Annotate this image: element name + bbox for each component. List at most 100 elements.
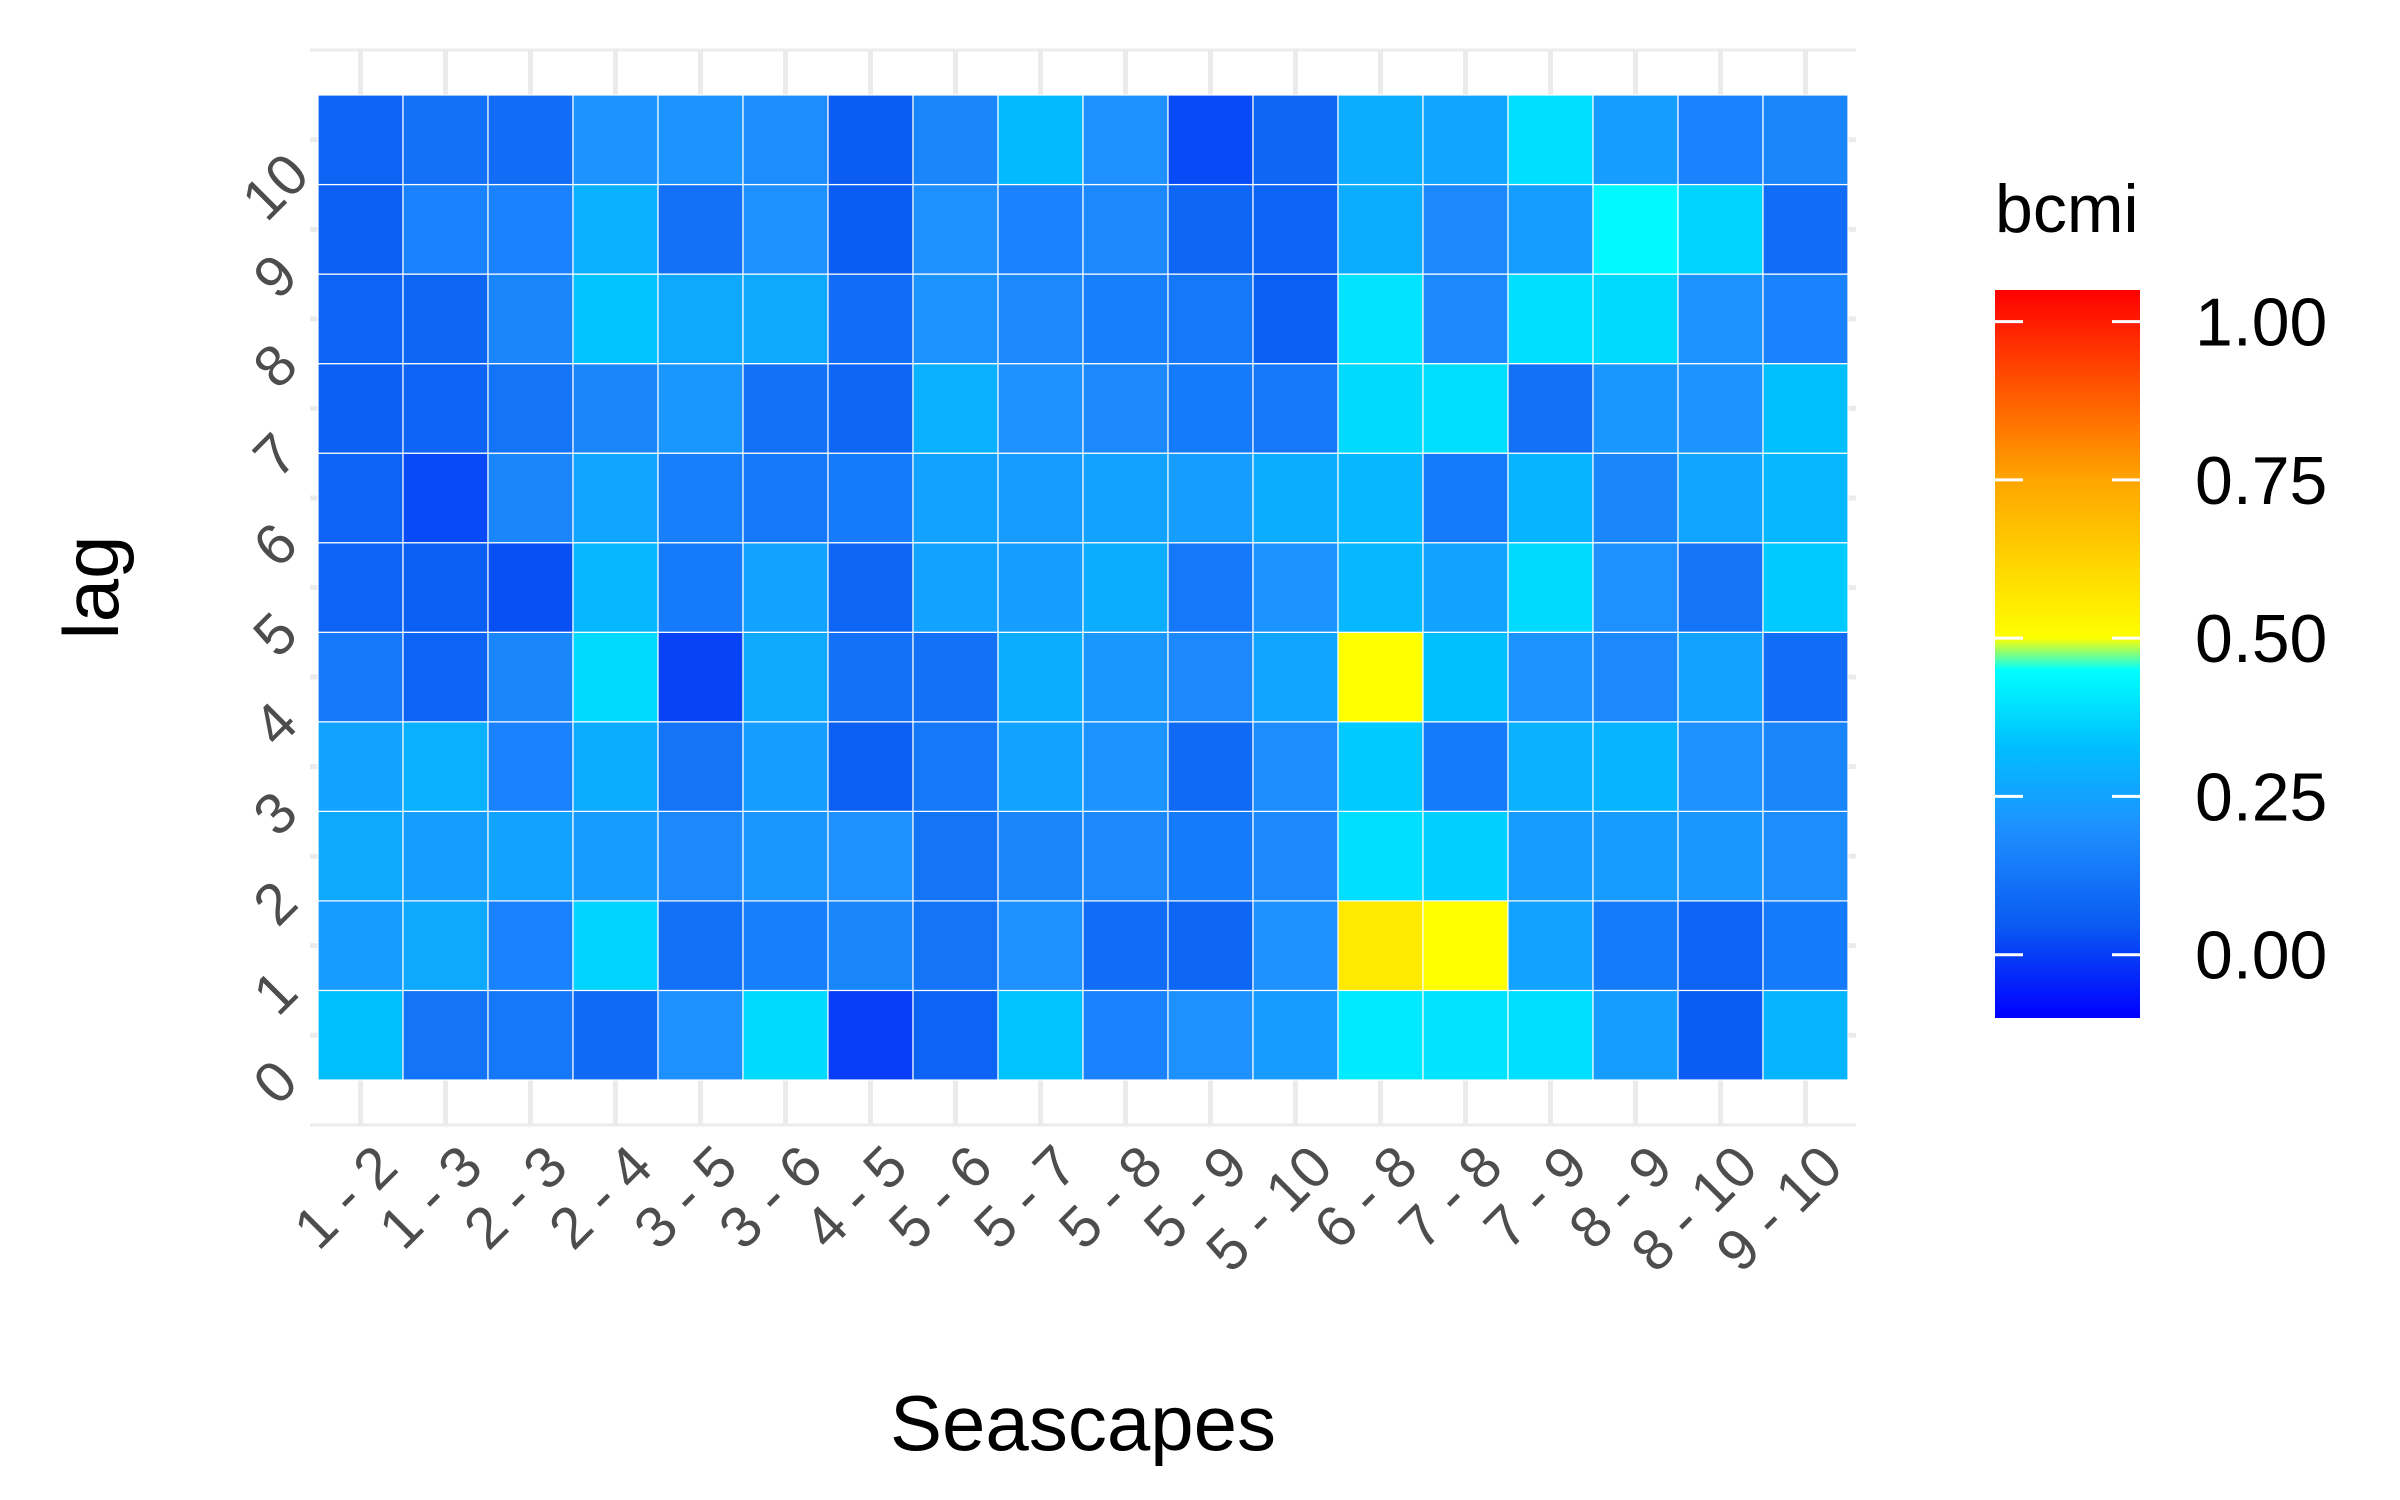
y-tick-label: 8 <box>241 332 310 401</box>
heatmap-cell <box>1167 542 1254 633</box>
heatmap-cell <box>912 721 999 812</box>
legend-tick-label: 0.75 <box>2195 443 2327 519</box>
heatmap-cell <box>1082 94 1169 186</box>
heatmap-cell <box>657 989 744 1081</box>
heatmap-cell <box>1762 989 1849 1081</box>
heatmap-cell <box>487 183 574 275</box>
heatmap-cell <box>1507 94 1594 186</box>
heatmap-cell <box>1507 900 1594 992</box>
heatmap-cell <box>402 273 489 365</box>
heatmap-cell <box>1167 363 1254 454</box>
y-tick-label: 9 <box>241 242 310 311</box>
y-axis-ticks: 0 1 2 3 4 5 6 7 8 9 10 <box>230 141 322 1117</box>
heatmap-cell <box>827 363 914 454</box>
heatmap-cell <box>1592 900 1679 992</box>
heatmap-cell <box>1082 721 1169 812</box>
legend-colorbar <box>1995 290 2140 1018</box>
heatmap-cell <box>1422 631 1509 723</box>
heatmap-cell <box>1592 989 1679 1081</box>
heatmap-cell <box>827 900 914 992</box>
legend-tick-label: 0.25 <box>2195 759 2327 835</box>
heatmap-cell <box>487 721 574 812</box>
heatmap-cell <box>742 989 829 1081</box>
heatmap-cell <box>657 900 744 992</box>
heatmap-cell <box>402 721 489 812</box>
heatmap-cell <box>1677 183 1764 275</box>
heatmap-cell <box>572 183 659 275</box>
heatmap-cell <box>1252 810 1339 902</box>
heatmap-cell <box>1507 721 1594 812</box>
heatmap-cell <box>1337 452 1424 544</box>
legend-tick-label: 0.50 <box>2195 601 2327 677</box>
y-tick-label: 5 <box>241 600 310 669</box>
heatmap-cell <box>742 631 829 723</box>
heatmap-cell <box>1422 273 1509 365</box>
heatmap-cell <box>1592 363 1679 454</box>
heatmap-cell <box>912 94 999 186</box>
heatmap-cell <box>1677 542 1764 633</box>
heatmap-cell <box>572 542 659 633</box>
heatmap-cell <box>1082 989 1169 1081</box>
heatmap-cell <box>997 363 1084 454</box>
heatmap-cell <box>997 989 1084 1081</box>
heatmap-cell <box>1507 183 1594 275</box>
heatmap-cell <box>1252 631 1339 723</box>
heatmap-cell <box>912 273 999 365</box>
heatmap-cell <box>912 542 999 633</box>
heatmap-cell <box>1422 810 1509 902</box>
heatmap-cell <box>1507 363 1594 454</box>
heatmap-cell <box>827 542 914 633</box>
y-tick-label: 2 <box>241 869 310 938</box>
heatmap-cell <box>1337 94 1424 186</box>
x-axis-ticks: 1 - 21 - 32 - 32 - 43 - 53 - 64 - 55 - 6… <box>282 1133 1855 1284</box>
heatmap-cell <box>1337 810 1424 902</box>
heatmap-cell <box>1762 810 1849 902</box>
heatmap-cell <box>487 989 574 1081</box>
heatmap-cell <box>1082 363 1169 454</box>
heatmap-cell <box>487 631 574 723</box>
heatmap-cell <box>1082 631 1169 723</box>
heatmap-cell <box>317 810 404 902</box>
heatmap-cell <box>317 721 404 812</box>
heatmap-cell <box>1507 989 1594 1081</box>
heatmap-cell <box>997 273 1084 365</box>
heatmap-cell <box>572 989 659 1081</box>
heatmap-cell <box>997 94 1084 186</box>
y-tick-label: 1 <box>241 958 310 1027</box>
heatmap-cell <box>1507 273 1594 365</box>
heatmap-cell <box>912 989 999 1081</box>
heatmap-cell <box>572 810 659 902</box>
heatmap-cell <box>1167 721 1254 812</box>
heatmap-cell <box>742 810 829 902</box>
heatmap-cell <box>487 900 574 992</box>
heatmap-cell <box>487 94 574 186</box>
heatmap-cell <box>402 452 489 544</box>
heatmap-cell <box>742 452 829 544</box>
heatmap-cell <box>1677 452 1764 544</box>
heatmap-cell <box>572 631 659 723</box>
heatmap-cell <box>1677 631 1764 723</box>
heatmap-cell <box>317 900 404 992</box>
heatmap-cell <box>997 631 1084 723</box>
heatmap-cell <box>657 183 744 275</box>
legend-title: bcmi <box>1995 171 2139 247</box>
heatmap-cell <box>1252 989 1339 1081</box>
heatmap-cell <box>317 452 404 544</box>
heatmap-cell <box>487 810 574 902</box>
heatmap-cell <box>1762 183 1849 275</box>
heatmap-cells <box>317 94 1849 1081</box>
heatmap-cell <box>1507 810 1594 902</box>
heatmap-cell <box>1507 542 1594 633</box>
heatmap-cell <box>487 273 574 365</box>
heatmap-cell <box>827 183 914 275</box>
heatmap-cell <box>1252 542 1339 633</box>
heatmap-cell <box>1762 452 1849 544</box>
heatmap-cell <box>1082 183 1169 275</box>
heatmap-cell <box>997 810 1084 902</box>
heatmap-cell <box>1252 183 1339 275</box>
heatmap-cell <box>317 542 404 633</box>
heatmap-cell <box>317 631 404 723</box>
heatmap-cell <box>1677 94 1764 186</box>
heatmap-cell <box>657 452 744 544</box>
heatmap-cell <box>1762 542 1849 633</box>
